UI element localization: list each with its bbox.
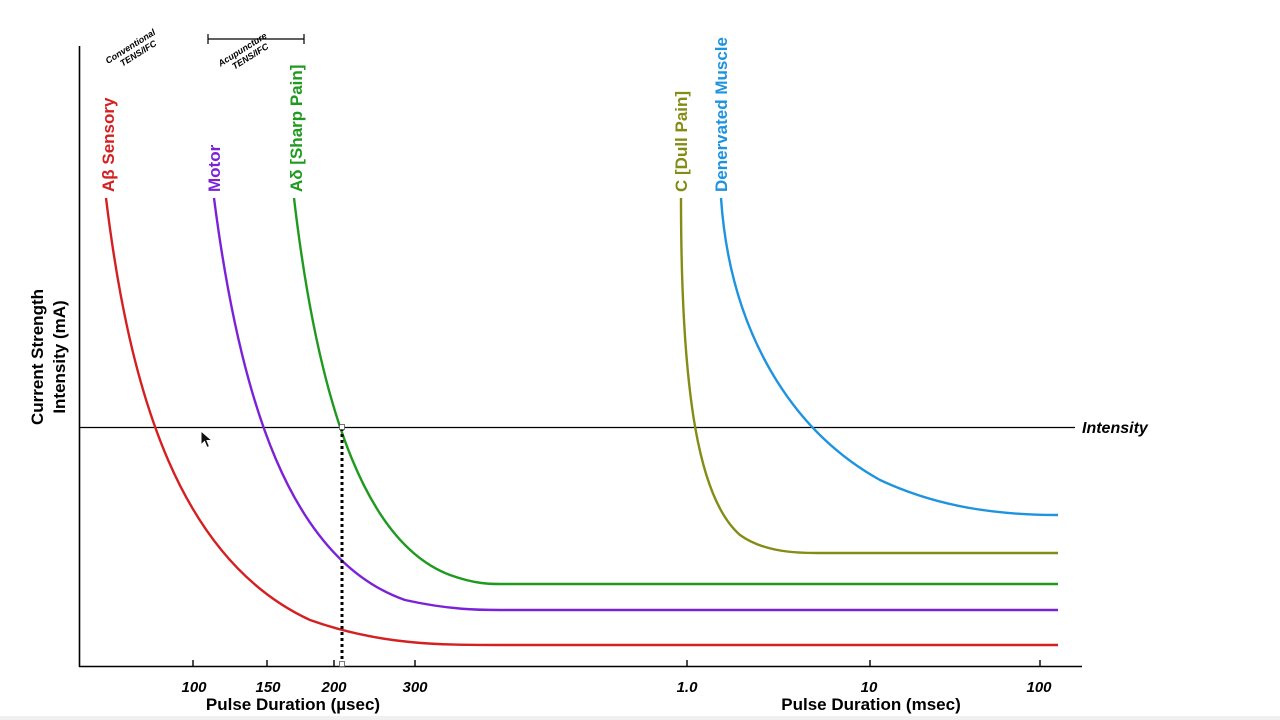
bottom-edge: [0, 716, 1280, 720]
x-tick-label-150: 150: [255, 679, 281, 696]
x-axis-label-usec: Pulse Duration (µsec): [206, 695, 380, 714]
curve-ab-sensory: [104, 197, 1058, 647]
mouse-pointer-icon: [200, 430, 214, 449]
x-tick-label-300: 300: [402, 679, 428, 696]
x-axis-label-msec: Pulse Duration (msec): [781, 695, 961, 714]
curve-c-dull-pain: [679, 197, 1058, 555]
series-label-motor: Motor: [205, 144, 224, 192]
curve-ad-sharp-pain: [292, 197, 1058, 586]
intensity-label: Intensity: [1082, 420, 1149, 437]
curve-motor: [212, 197, 1058, 612]
x-tick-label-100: 100: [181, 679, 207, 696]
x-tick-label-10: 10: [861, 679, 878, 696]
x-tick-label-200: 200: [320, 679, 347, 696]
pulse-marker-top-handle: [339, 424, 345, 430]
x-tick-label-100ms: 100: [1026, 679, 1052, 696]
series-label-ad-sharp-pain: Aδ [Sharp Pain]: [287, 65, 306, 192]
series-label-c-dull-pain: C [Dull Pain]: [672, 91, 691, 192]
series-label-denervated-muscle: Denervated Muscle: [712, 37, 731, 192]
x-tick-label-1: 1.0: [677, 679, 699, 696]
curve-denervated-muscle: [719, 197, 1059, 517]
y-axis-label-line2: Intensity (mA): [50, 300, 69, 413]
pulse-marker-bottom-handle: [339, 661, 345, 667]
series-label-ab-sensory: Aβ Sensory: [99, 97, 118, 192]
y-axis-label-line1: Current Strength: [28, 289, 47, 425]
